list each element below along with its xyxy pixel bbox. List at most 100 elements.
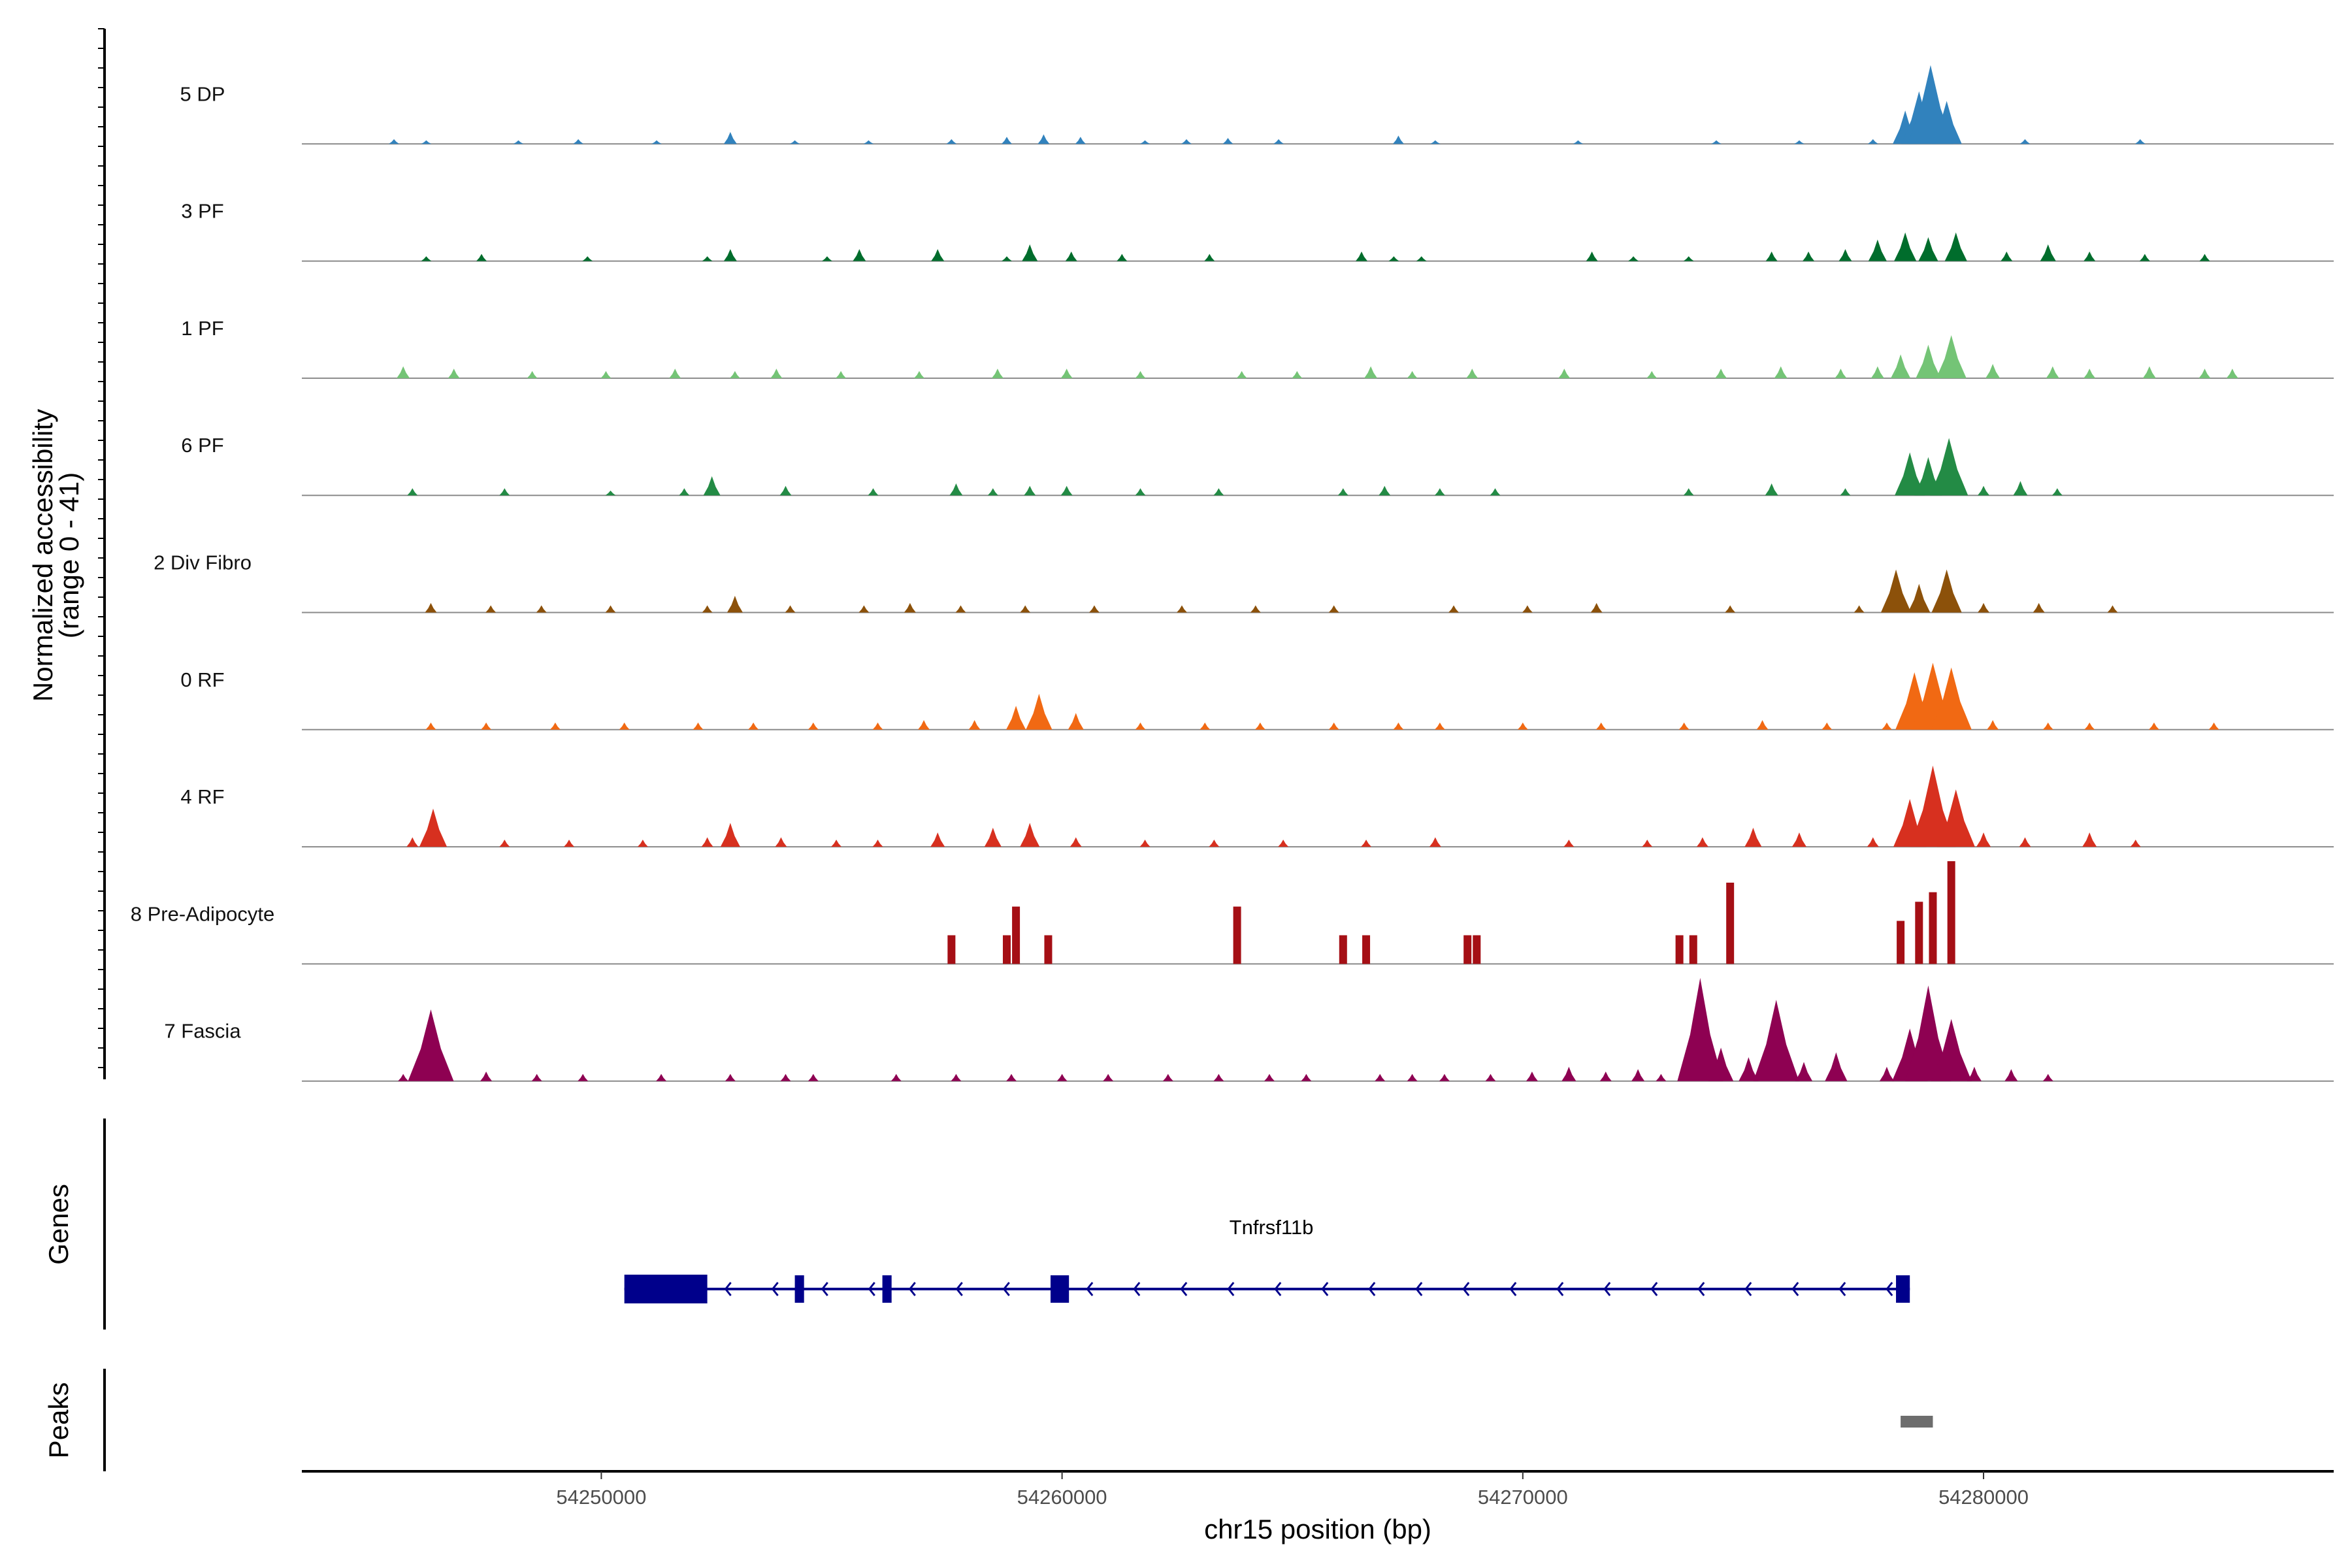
- strand-arrow: [1462, 1282, 1470, 1296]
- coverage-peak-mark: [564, 840, 575, 847]
- coverage-peak-mark: [2033, 602, 2045, 613]
- coverage-peak-mark: [1931, 101, 1962, 144]
- coverage-peak-mark: [1677, 977, 1723, 1081]
- coverage-peak-mark: [1561, 1066, 1576, 1081]
- coverage-peak-mark: [1439, 1073, 1450, 1081]
- coverage-peak-mark: [1393, 722, 1404, 730]
- coverage-peak-mark: [1001, 137, 1012, 144]
- track-label: 7 Fascia: [164, 1020, 241, 1043]
- coverage-peak-mark: [775, 837, 787, 847]
- coverage-peak-mark: [1936, 335, 1967, 378]
- gene-exon: [1896, 1275, 1910, 1303]
- coverage-peak-mark: [1931, 569, 1962, 613]
- coverage-peak-mark: [947, 935, 956, 964]
- coverage-peak-mark: [808, 722, 819, 730]
- coverage-peak-mark: [1522, 605, 1533, 613]
- track-label: 6 PF: [181, 434, 223, 457]
- coverage-peak-mark: [1517, 722, 1528, 730]
- coverage-peak-mark: [1558, 368, 1571, 378]
- coverage-peak-mark: [1273, 139, 1284, 144]
- coverage-peak-mark: [1929, 438, 1968, 496]
- coverage-peak-mark: [1795, 1062, 1813, 1081]
- coverage-peak-mark: [872, 840, 883, 847]
- coverage-peak-mark: [1250, 605, 1261, 613]
- coverage-peak-mark: [1254, 722, 1266, 730]
- x-axis-tick-label: 54250000: [556, 1486, 646, 1509]
- y-axis-ticks: [98, 28, 105, 1068]
- coverage-peak-mark: [499, 488, 510, 496]
- coverage-peak-mark: [1599, 1071, 1612, 1081]
- coverage-peak-mark: [1037, 134, 1050, 144]
- coverage-peak-mark: [1879, 1066, 1894, 1081]
- track-label: 5 DP: [180, 82, 225, 105]
- coverage-peak-mark: [481, 722, 492, 730]
- gene-model: Tnfrsf11b: [624, 1216, 1910, 1303]
- coverage-peak-mark: [1895, 452, 1925, 496]
- coverage-peak-mark: [1867, 837, 1879, 847]
- coverage-peak-mark: [1526, 1071, 1538, 1081]
- coverage-peak-mark: [513, 140, 524, 144]
- coverage-peak-mark: [1870, 366, 1884, 378]
- y-axis-subtitle: (range 0 - 41): [54, 472, 84, 638]
- coverage-peak-mark: [1448, 605, 1460, 613]
- coverage-peak-mark: [1222, 138, 1233, 144]
- coverage-peak-mark: [1379, 485, 1391, 496]
- coverage-peak-mark: [1060, 485, 1073, 496]
- coverage-peak-mark: [1825, 1052, 1848, 1081]
- coverage-peak-mark: [904, 602, 916, 613]
- coverage-peak-mark: [1006, 1073, 1017, 1081]
- coverage-peak-mark: [1711, 140, 1722, 144]
- strand-arrow: [1697, 1282, 1705, 1296]
- coverage-peak-mark: [421, 140, 432, 144]
- coverage-peak-mark: [1361, 840, 1372, 847]
- coverage-peak-mark: [1407, 370, 1418, 378]
- coverage-peak-mark: [1586, 251, 1598, 261]
- coverage-peak-mark: [476, 253, 487, 261]
- coverage-peak-mark: [1867, 139, 1878, 144]
- coverage-peak-mark: [419, 808, 448, 847]
- coverage-peak-mark: [725, 1073, 736, 1081]
- coverage-peak-mark: [1233, 906, 1241, 964]
- coverage-peak-mark: [1075, 137, 1086, 144]
- coverage-peak-mark: [853, 249, 866, 261]
- coverage-peak-mark: [448, 368, 460, 378]
- coverage-peak-mark: [2199, 253, 2210, 261]
- coverage-peak-mark: [1595, 722, 1607, 730]
- coverage-peak-mark: [968, 720, 981, 730]
- coverage-peak-mark: [702, 256, 713, 261]
- coverage-peak-mark: [1931, 667, 1972, 730]
- track-label: 1 PF: [181, 317, 223, 340]
- coverage-peak-mark: [651, 140, 662, 144]
- coverage-peak-mark: [1944, 232, 1967, 261]
- coverage-peak-mark: [951, 1073, 962, 1081]
- coverage-peak-mark: [1803, 251, 1815, 261]
- coverage-peak-mark: [693, 722, 704, 730]
- coverage-peak-mark: [1894, 232, 1917, 261]
- coverage-peak-mark: [578, 1073, 589, 1081]
- coverage-peak-mark: [1905, 985, 1952, 1081]
- coverage-peak-mark: [2198, 368, 2211, 378]
- coverage-peak-mark: [1725, 605, 1736, 613]
- coverage-peak-mark: [1936, 789, 1975, 847]
- coverage-peak-mark: [1416, 256, 1427, 261]
- coverage-peak-mark: [1765, 483, 1778, 496]
- coverage-peak-mark: [1947, 861, 1955, 964]
- coverage-peak-mark: [2019, 139, 2031, 144]
- strand-arrow: [1227, 1282, 1235, 1296]
- peak-regions: [1901, 1416, 1933, 1428]
- track-label: 8 Pre-Adipocyte: [131, 902, 275, 925]
- genes-panel-label: Genes: [43, 1184, 74, 1265]
- x-axis-tick-label: 54260000: [1017, 1486, 1107, 1509]
- coverage-peak-mark: [1364, 366, 1378, 378]
- coverage-peak-mark: [720, 823, 740, 847]
- coverage-peak-mark: [1573, 140, 1584, 144]
- coverage-peak-mark: [1213, 488, 1224, 496]
- coverage-peak-mark: [821, 256, 832, 261]
- gene-exon: [882, 1275, 892, 1303]
- coverage-peak-mark: [573, 139, 584, 144]
- strand-arrow: [1886, 1282, 1893, 1296]
- coverage-peak-mark: [1139, 140, 1151, 144]
- coverage-peak-mark: [1918, 237, 1938, 261]
- gene-name-label: Tnfrsf11b: [1230, 1216, 1314, 1239]
- coverage-peak-mark: [1001, 256, 1012, 261]
